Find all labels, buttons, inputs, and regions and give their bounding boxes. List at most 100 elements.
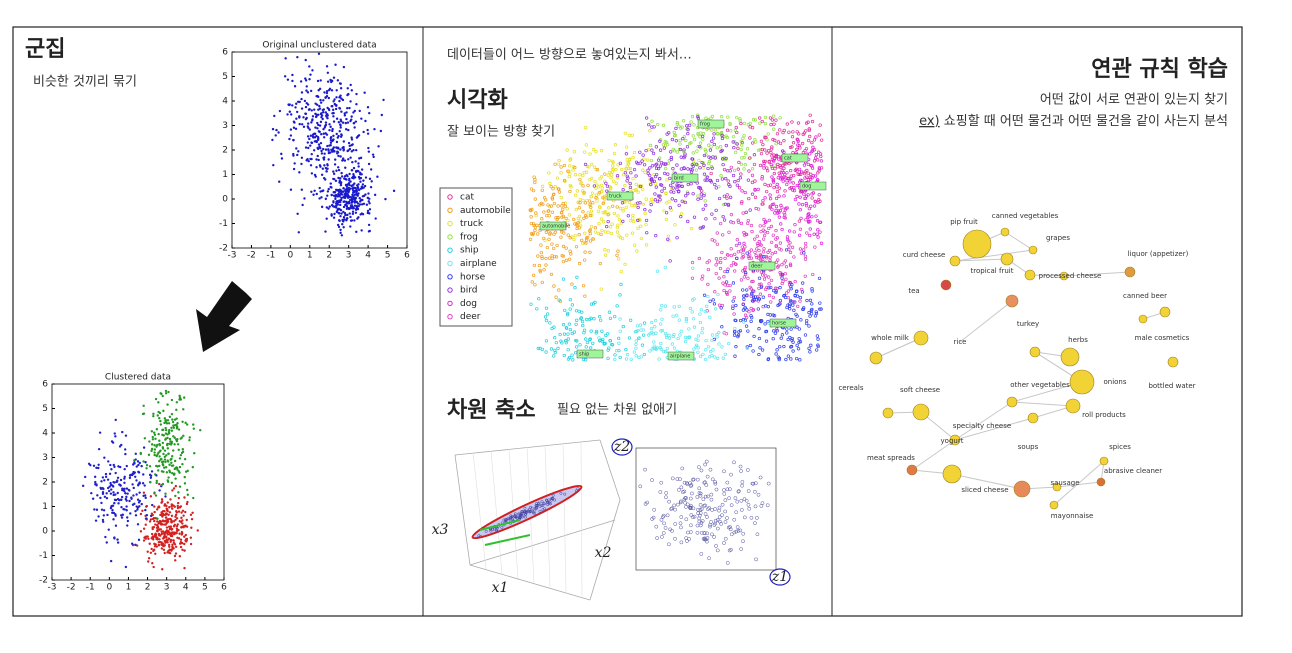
tsne-point [651,151,656,156]
point [161,519,165,522]
tsne-point [587,165,591,169]
tsne-point [807,310,811,315]
tsne-point [529,215,533,219]
point [542,502,546,506]
tsne-point [819,241,824,245]
tsne-point [754,140,758,144]
point [324,123,328,127]
point [665,513,670,518]
point [178,555,182,558]
point [164,392,168,395]
point [520,515,524,519]
tsne-point [544,350,548,354]
point [343,159,347,162]
point [690,491,694,496]
point [182,514,185,517]
point [161,441,165,445]
point [170,533,173,537]
tsne-point [559,235,563,239]
point [109,463,112,467]
tsne-point [804,218,808,222]
point [150,470,154,473]
node [1096,477,1106,487]
point [307,146,310,150]
text-line: ex) 쇼핑할 때 어떤 물건과 어떤 물건을 같이 사는지 분석 [919,114,1228,129]
point [166,459,169,462]
tsne-point [800,141,805,146]
point [691,477,695,482]
point [149,518,153,521]
tsne-point [659,341,663,346]
x-tick-label: 2 [145,583,151,593]
tsne-point [539,250,544,255]
tsne-point [623,131,627,135]
point [349,119,352,123]
node-label: grapes [1046,234,1070,242]
tsne-point [675,187,679,191]
tsne-point [763,115,768,120]
tsne-point [760,119,764,124]
tsne-point [803,196,807,201]
point [107,489,111,493]
tsne-point [777,357,781,362]
point [729,503,734,508]
tsne-point [583,258,587,262]
tsne-point [799,216,803,220]
tsne-point [653,192,657,196]
tsne-point [662,349,666,354]
point [163,417,167,420]
point [137,463,140,467]
tsne-point [568,189,572,194]
circle-mark [769,568,791,586]
tsne-point [785,327,789,331]
point [157,522,160,525]
point [739,547,743,551]
tsne-point [762,247,766,251]
tsne-point [743,190,747,195]
node-label: mayonnaise [1051,512,1094,520]
tsne-point [685,124,689,128]
node-label: meat spreads [867,454,915,462]
tsne-point [669,190,673,194]
tsne-point [567,213,571,217]
tsne-point [785,171,789,175]
tsne-point [547,256,552,260]
point [538,509,542,513]
tsne-point [768,116,773,120]
tsne-point [700,226,704,230]
tsne-point [618,206,623,211]
tsne-point [819,138,824,142]
tsne-point [656,194,661,198]
point [100,480,103,483]
point [741,531,746,536]
point [109,492,113,495]
tsne-point [626,176,630,180]
tsne-point [803,172,807,176]
point [379,129,383,133]
tsne-point [760,175,764,179]
point [339,208,343,212]
x-tick-label: -3 [48,583,57,593]
tsne-point [547,214,551,218]
tsne-point [806,193,810,197]
tsne-point [532,175,536,179]
point [345,178,348,181]
point [347,141,351,145]
map-label: frog [700,122,710,128]
point [147,560,150,563]
point [107,528,110,531]
tsne-point [738,117,742,121]
point [185,525,189,528]
point [325,217,328,220]
tsne-point [764,339,769,343]
point [650,478,654,482]
tsne-point [756,148,761,153]
tsne-point [808,134,812,139]
point [341,223,344,226]
tsne-point [671,147,675,152]
point [101,520,105,523]
point [339,148,342,151]
tsne-point [656,158,661,162]
point [340,212,343,215]
point [340,234,344,237]
